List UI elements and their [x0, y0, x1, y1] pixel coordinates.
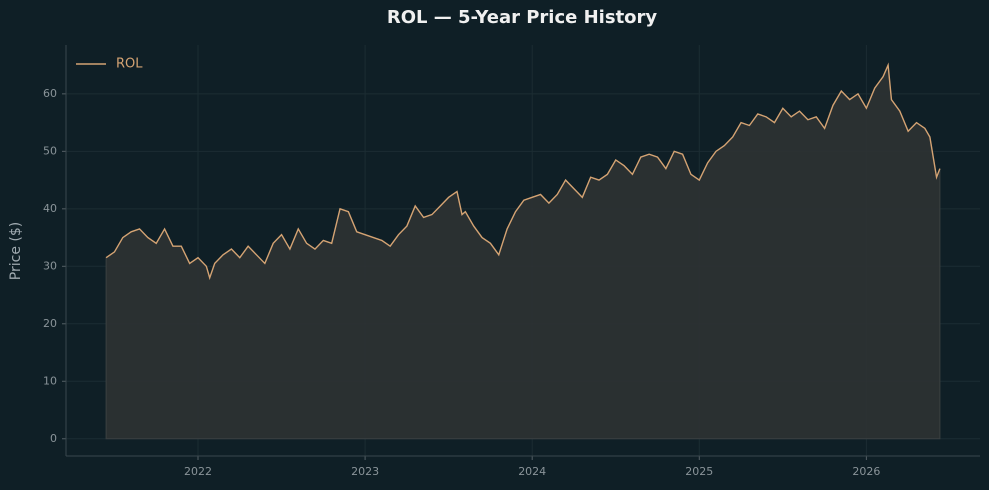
legend-label: ROL [116, 57, 143, 72]
x-tick-label: 2023 [351, 465, 379, 478]
y-tick-label: 10 [43, 374, 57, 387]
y-tick-label: 50 [43, 144, 57, 157]
x-tick-label: 2026 [852, 465, 880, 478]
price-line [105, 62, 941, 281]
x-tick-label: 2022 [184, 465, 212, 478]
chart-title: ROL — 5-Year Price History [387, 7, 658, 28]
x-tick-label: 2024 [518, 465, 546, 478]
y-tick-label: 0 [50, 432, 57, 445]
y-tick-label: 30 [43, 259, 57, 272]
y-tick-label: 20 [43, 317, 57, 330]
y-tick-label: 60 [43, 87, 57, 100]
x-tick-label: 2025 [685, 465, 713, 478]
y-axis-label: Price ($) [8, 222, 24, 280]
y-tick-label: 40 [43, 202, 57, 215]
